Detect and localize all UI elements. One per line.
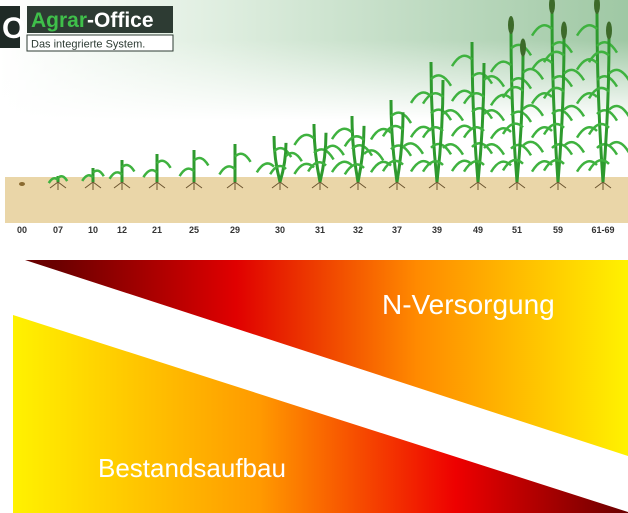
growth-stage-label: 12 (117, 225, 127, 235)
ear (508, 16, 514, 34)
growth-stage-label: 25 (189, 225, 199, 235)
growth-stage-label: 10 (88, 225, 98, 235)
growth-stage-label: 61-69 (591, 225, 614, 235)
ear (520, 39, 526, 57)
growth-stage-label: 31 (315, 225, 325, 235)
logo-brand-suffix: -Office (87, 9, 154, 32)
growth-stage-label: 39 (432, 225, 442, 235)
growth-stage-label: 37 (392, 225, 402, 235)
lower-label: Bestandsaufbau (98, 453, 286, 483)
growth-stage-label: 29 (230, 225, 240, 235)
growth-stage-label: 32 (353, 225, 363, 235)
logo-tagline: Das integrierte System. (31, 39, 145, 51)
header-fade (0, 40, 628, 120)
ear (561, 22, 567, 40)
growth-stage-label: 30 (275, 225, 285, 235)
logo-brand: Agrar-Office (31, 9, 154, 32)
soil-strip (5, 177, 628, 223)
growth-stage-label: 07 (53, 225, 63, 235)
ear (606, 22, 612, 40)
seed (19, 182, 25, 186)
slide: O Agrar-Office Das integrierte System. 0… (0, 0, 628, 513)
growth-stage-label: 00 (17, 225, 27, 235)
logo-brand-main: Agrar (31, 9, 87, 32)
logo-mark: O (2, 12, 25, 45)
upper-label: N-Versorgung (382, 289, 555, 320)
growth-stage-label: 51 (512, 225, 522, 235)
growth-stage-label: 59 (553, 225, 563, 235)
growth-stage-label: 49 (473, 225, 483, 235)
growth-stage-label: 21 (152, 225, 162, 235)
